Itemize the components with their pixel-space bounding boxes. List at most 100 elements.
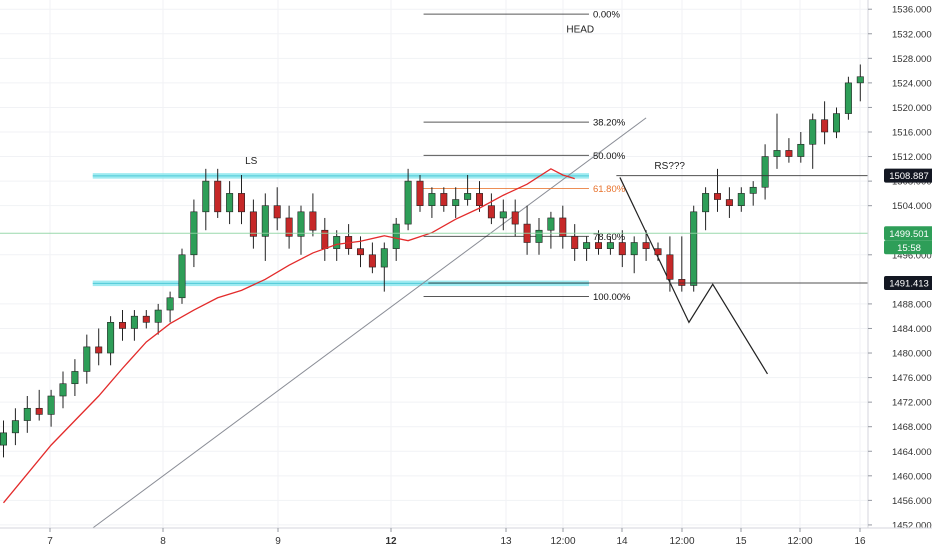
candle	[594, 230, 602, 255]
candle	[547, 211, 555, 249]
countdown-tag	[884, 240, 932, 255]
candle	[333, 230, 341, 261]
candle-body	[273, 205, 281, 219]
time-axis[interactable]: 7 8 9 12 13 12:00 14 12:00 15 12:00 16	[47, 528, 866, 547]
candle	[107, 316, 115, 366]
candle-body	[654, 248, 662, 256]
candle-body	[559, 217, 567, 237]
price-tag-1	[884, 226, 932, 241]
fib-label-0: 0.00%	[593, 10, 620, 21]
annotation-head: HEAD	[566, 25, 594, 36]
fib-label-1: 38.20%	[593, 118, 626, 129]
candle-body	[630, 242, 638, 256]
candle	[571, 224, 579, 261]
candle	[487, 193, 495, 225]
candle	[666, 236, 674, 292]
candle	[809, 113, 817, 169]
candle-body	[261, 205, 269, 237]
candle-body	[71, 371, 79, 385]
candle	[832, 107, 840, 139]
price-tick-label: 1504.000	[892, 201, 932, 212]
candle-body	[785, 150, 793, 157]
candle-body	[202, 180, 210, 213]
candle	[178, 248, 186, 304]
price-tick-label: 1468.000	[892, 422, 932, 433]
candle	[47, 389, 55, 427]
candle	[119, 310, 127, 341]
candle-body	[428, 193, 436, 206]
moving-average-line	[2, 168, 575, 504]
candle-body	[773, 150, 781, 157]
candle	[844, 76, 852, 120]
candle	[797, 132, 805, 163]
candle-body	[107, 322, 115, 354]
candle	[309, 193, 317, 237]
time-tick-label: 12:00	[550, 536, 575, 547]
candle-body	[713, 193, 721, 200]
candle-body	[368, 254, 376, 268]
price-tick-label: 1464.000	[892, 447, 932, 458]
candle	[11, 408, 19, 446]
candle-body	[166, 297, 174, 311]
candle	[226, 181, 234, 225]
candle-body	[594, 242, 602, 249]
candle-body	[844, 82, 852, 114]
candle-body	[416, 180, 424, 206]
candle	[737, 187, 745, 212]
price-tick-label: 1516.000	[892, 128, 932, 139]
price-axis[interactable]: 1452.000 1456.000 1460.000 1464.000 1468.000…	[868, 5, 932, 532]
trendline	[92, 117, 647, 529]
candle	[23, 396, 31, 433]
candle	[59, 371, 67, 409]
candle	[785, 138, 793, 163]
candle-body	[392, 223, 400, 249]
candle-body	[499, 211, 507, 219]
candle	[154, 303, 162, 335]
candle	[71, 359, 79, 396]
candle	[618, 230, 626, 268]
candle-body	[535, 229, 543, 243]
candle	[559, 205, 567, 249]
candle	[511, 199, 519, 237]
time-tick-label: 7	[47, 536, 53, 547]
price-tick-label: 1532.000	[892, 29, 932, 40]
candle-body	[297, 211, 305, 237]
candle-body	[809, 119, 817, 145]
fib-label-2: 50.00%	[593, 151, 626, 162]
candle	[606, 236, 614, 255]
candle-body	[142, 315, 150, 323]
candle	[35, 389, 43, 421]
time-tick-label: 9	[275, 536, 281, 547]
price-tick-label: 1536.000	[892, 5, 932, 16]
candle-body	[35, 407, 43, 415]
candle-body	[690, 211, 698, 286]
candle	[297, 205, 305, 255]
candle-body	[475, 193, 483, 206]
candle	[166, 291, 174, 323]
candle	[238, 174, 246, 225]
candle	[202, 168, 210, 231]
candle	[0, 420, 7, 458]
candle-body	[59, 383, 67, 397]
fib-label-4: 78.60%	[593, 232, 626, 243]
projection-path	[619, 177, 768, 375]
candle	[702, 187, 710, 231]
price-lines-layer	[0, 175, 868, 284]
candle-body	[606, 242, 614, 249]
price-tick-label: 1488.000	[892, 299, 932, 310]
candle-body	[487, 205, 495, 219]
price-axis-background	[868, 0, 932, 528]
candle-body	[11, 420, 19, 434]
price-tick-label: 1524.000	[892, 78, 932, 89]
candle-body	[83, 346, 91, 372]
candle	[273, 187, 281, 231]
time-tick-label: 13	[500, 536, 512, 547]
candle-body	[725, 199, 733, 206]
price-tick-label: 1476.000	[892, 373, 932, 384]
candle-body	[618, 242, 626, 256]
candle	[404, 168, 412, 231]
candle	[821, 101, 829, 145]
candle	[475, 181, 483, 212]
candle-body	[511, 211, 519, 225]
